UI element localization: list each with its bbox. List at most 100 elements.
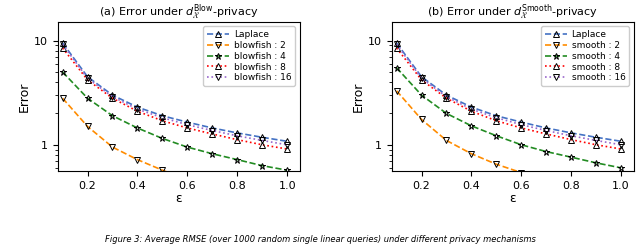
blowfish : 2: (0.7, 0.39): 2: (0.7, 0.39) [209, 186, 216, 189]
Title: (b) Error under $d_{\mathcal{X}}^{\mathrm{Smooth}}$-privacy: (b) Error under $d_{\mathcal{X}}^{\mathr… [427, 3, 598, 22]
smooth : 2: (0.4, 0.82): 2: (0.4, 0.82) [468, 152, 476, 155]
Laplace [518, 121, 525, 124]
Laplace [234, 132, 241, 134]
smooth : 8: (0.7, 1.27): 8: (0.7, 1.27) [543, 132, 550, 135]
blowfish : 2: (0.2, 1.5): 2: (0.2, 1.5) [84, 125, 92, 128]
X-axis label: ε: ε [509, 192, 516, 205]
blowfish : 2: (0.1, 2.8): 2: (0.1, 2.8) [59, 97, 67, 100]
blowfish : 2: (0.3, 0.95): 2: (0.3, 0.95) [109, 146, 116, 149]
blowfish : 2: (0.4, 0.72): 2: (0.4, 0.72) [134, 158, 141, 161]
blowfish : 16: (0.6, 1.56): 16: (0.6, 1.56) [184, 123, 191, 126]
smooth : 2: (0.6, 0.54): 2: (0.6, 0.54) [518, 171, 525, 174]
blowfish : 2: (0.9, 0.28): 2: (0.9, 0.28) [259, 201, 266, 204]
Laplace [259, 136, 266, 139]
blowfish : 4: (0.3, 1.9): 4: (0.3, 1.9) [109, 114, 116, 117]
Line: smooth : 16: smooth : 16 [393, 41, 625, 148]
Laplace [184, 121, 191, 124]
blowfish : 4: (0.5, 1.15): 4: (0.5, 1.15) [159, 137, 166, 140]
smooth : 2: (1, 0.3): 2: (1, 0.3) [618, 198, 625, 201]
Legend: Laplace, blowfish : 2, blowfish : 4, blowfish : 8, blowfish : 16: Laplace, blowfish : 2, blowfish : 4, blo… [203, 26, 295, 86]
Laplace [134, 106, 141, 109]
blowfish : 16: (1, 1): 16: (1, 1) [284, 143, 291, 146]
blowfish : 2: (0.5, 0.57): 2: (0.5, 0.57) [159, 169, 166, 172]
blowfish : 16: (0.2, 4.35): 16: (0.2, 4.35) [84, 77, 92, 80]
Line: blowfish : 8: blowfish : 8 [59, 45, 291, 152]
Laplace [109, 94, 116, 97]
Line: blowfish : 2: blowfish : 2 [59, 95, 291, 211]
smooth : 16: (0.6, 1.56): 16: (0.6, 1.56) [518, 123, 525, 126]
smooth : 16: (0.5, 1.82): 16: (0.5, 1.82) [493, 116, 500, 119]
smooth : 4: (1, 0.6): 4: (1, 0.6) [618, 166, 625, 169]
blowfish : 4: (0.8, 0.72): 4: (0.8, 0.72) [234, 158, 241, 161]
Laplace [468, 106, 476, 109]
Y-axis label: Error: Error [352, 81, 365, 112]
blowfish : 8: (0.3, 2.8): 8: (0.3, 2.8) [109, 97, 116, 100]
smooth : 4: (0.5, 1.22): 4: (0.5, 1.22) [493, 134, 500, 137]
smooth : 4: (0.7, 0.86): 4: (0.7, 0.86) [543, 150, 550, 153]
Text: Figure 3: Average RMSE (over 1000 random single linear queries) under different : Figure 3: Average RMSE (over 1000 random… [104, 234, 536, 244]
smooth : 2: (0.3, 1.1): 2: (0.3, 1.1) [443, 139, 451, 142]
blowfish : 16: (0.9, 1.1): 16: (0.9, 1.1) [259, 139, 266, 142]
blowfish : 4: (0.7, 0.82): 4: (0.7, 0.82) [209, 152, 216, 155]
Line: smooth : 4: smooth : 4 [393, 64, 625, 171]
smooth : 16: (0.1, 9.2): 16: (0.1, 9.2) [393, 43, 401, 46]
smooth : 16: (0.9, 1.1): 16: (0.9, 1.1) [593, 139, 600, 142]
blowfish : 16: (0.3, 2.9): 16: (0.3, 2.9) [109, 95, 116, 98]
smooth : 2: (0.8, 0.39): 2: (0.8, 0.39) [568, 186, 575, 189]
blowfish : 16: (0.8, 1.22): 16: (0.8, 1.22) [234, 134, 241, 137]
Laplace [393, 41, 401, 44]
smooth : 8: (0.6, 1.45): 8: (0.6, 1.45) [518, 127, 525, 130]
smooth : 2: (0.9, 0.34): 2: (0.9, 0.34) [593, 192, 600, 195]
Laplace [84, 75, 92, 78]
Laplace [443, 94, 451, 97]
blowfish : 8: (0.7, 1.27): 8: (0.7, 1.27) [209, 132, 216, 135]
Laplace [284, 140, 291, 143]
smooth : 8: (1, 0.91): 8: (1, 0.91) [618, 148, 625, 151]
Laplace [593, 136, 600, 139]
blowfish : 8: (0.1, 8.5): 8: (0.1, 8.5) [59, 47, 67, 50]
blowfish : 4: (0.6, 0.95): 4: (0.6, 0.95) [184, 146, 191, 149]
smooth : 16: (0.8, 1.22): 16: (0.8, 1.22) [568, 134, 575, 137]
smooth : 4: (0.1, 5.5): 4: (0.1, 5.5) [393, 66, 401, 69]
blowfish : 8: (0.8, 1.12): 8: (0.8, 1.12) [234, 138, 241, 141]
blowfish : 16: (0.5, 1.82): 16: (0.5, 1.82) [159, 116, 166, 119]
smooth : 4: (0.2, 3): 4: (0.2, 3) [418, 94, 426, 97]
smooth : 16: (1, 1): 16: (1, 1) [618, 143, 625, 146]
smooth : 8: (0.2, 4.2): 8: (0.2, 4.2) [418, 78, 426, 81]
Line: smooth : 8: smooth : 8 [393, 45, 625, 152]
Laplace [493, 114, 500, 117]
Legend: Laplace, smooth : 2, smooth : 4, smooth : 8, smooth : 16: Laplace, smooth : 2, smooth : 4, smooth … [541, 26, 629, 86]
Line: smooth : 2: smooth : 2 [393, 87, 625, 203]
smooth : 2: (0.7, 0.46): 2: (0.7, 0.46) [543, 178, 550, 181]
Y-axis label: Error: Error [18, 81, 31, 112]
Line: blowfish : 4: blowfish : 4 [59, 69, 291, 174]
smooth : 2: (0.2, 1.75): 2: (0.2, 1.75) [418, 118, 426, 121]
blowfish : 2: (0.8, 0.32): 2: (0.8, 0.32) [234, 195, 241, 198]
Laplace [418, 75, 426, 78]
blowfish : 4: (0.9, 0.63): 4: (0.9, 0.63) [259, 164, 266, 167]
Laplace [59, 41, 67, 44]
blowfish : 2: (0.6, 0.46): 2: (0.6, 0.46) [184, 178, 191, 181]
Laplace [543, 127, 550, 130]
smooth : 16: (0.7, 1.37): 16: (0.7, 1.37) [543, 129, 550, 132]
blowfish : 4: (1, 0.57): 4: (1, 0.57) [284, 169, 291, 172]
Line: Laplace: Laplace [393, 40, 625, 145]
blowfish : 16: (0.7, 1.37): 16: (0.7, 1.37) [209, 129, 216, 132]
blowfish : 4: (0.1, 5): 4: (0.1, 5) [59, 71, 67, 73]
smooth : 4: (0.3, 2): 4: (0.3, 2) [443, 112, 451, 115]
smooth : 8: (0.5, 1.7): 8: (0.5, 1.7) [493, 119, 500, 122]
smooth : 8: (0.9, 1): 8: (0.9, 1) [593, 143, 600, 146]
Laplace [618, 140, 625, 143]
smooth : 8: (0.8, 1.12): 8: (0.8, 1.12) [568, 138, 575, 141]
blowfish : 8: (0.2, 4.2): 8: (0.2, 4.2) [84, 78, 92, 81]
blowfish : 16: (0.4, 2.2): 16: (0.4, 2.2) [134, 108, 141, 111]
smooth : 8: (0.4, 2.1): 8: (0.4, 2.1) [468, 110, 476, 113]
Laplace [568, 132, 575, 134]
smooth : 8: (0.1, 8.5): 8: (0.1, 8.5) [393, 47, 401, 50]
blowfish : 4: (0.4, 1.45): 4: (0.4, 1.45) [134, 127, 141, 130]
blowfish : 4: (0.2, 2.8): 4: (0.2, 2.8) [84, 97, 92, 100]
blowfish : 8: (0.6, 1.45): 8: (0.6, 1.45) [184, 127, 191, 130]
blowfish : 8: (0.9, 1): 8: (0.9, 1) [259, 143, 266, 146]
smooth : 4: (0.6, 1): 4: (0.6, 1) [518, 143, 525, 146]
X-axis label: ε: ε [175, 192, 182, 205]
